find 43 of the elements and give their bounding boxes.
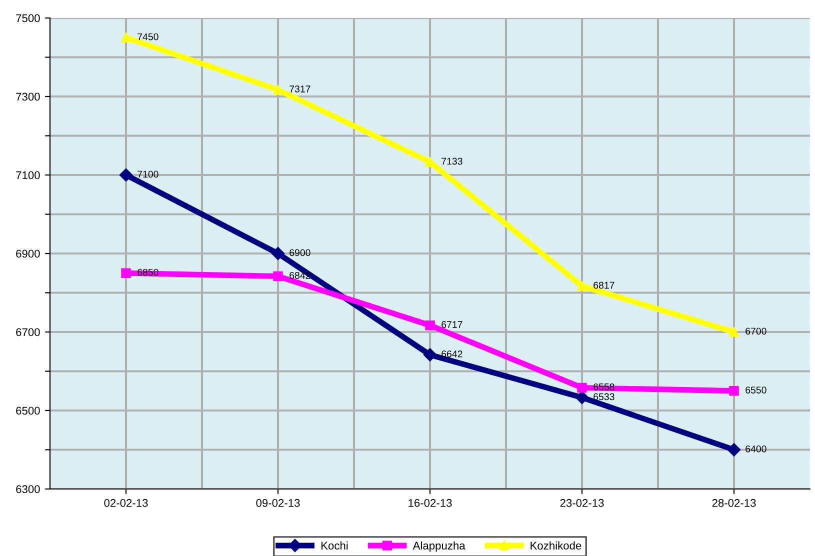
point <box>271 246 285 260</box>
data-label: 7450 <box>138 33 158 40</box>
legend-label: Kochi <box>321 541 348 550</box>
x-tick-label: 09-02-13 <box>256 499 300 507</box>
data-label: 6817 <box>594 282 614 289</box>
point <box>273 84 283 95</box>
point <box>577 281 587 291</box>
point <box>121 268 131 278</box>
y-tick-label: 6900 <box>16 250 40 258</box>
data-label: 7133 <box>442 158 462 165</box>
data-label: 6550 <box>746 386 766 394</box>
x-tick-label: 28-02-13 <box>712 499 756 507</box>
data-label: 6558 <box>594 383 614 390</box>
point <box>729 386 739 396</box>
y-tick-label: 7100 <box>16 171 40 180</box>
data-label: 6400 <box>746 445 766 452</box>
point <box>575 390 589 404</box>
data-label: 6900 <box>290 249 310 256</box>
legend-label: Kozhikode <box>530 541 582 550</box>
x-tick-label: 23-02-13 <box>560 499 604 507</box>
point <box>425 320 435 330</box>
point <box>121 32 131 42</box>
data-label: 6642 <box>442 350 462 358</box>
data-label: 6717 <box>442 321 462 328</box>
point <box>727 443 741 456</box>
y-tick-label: 6700 <box>16 328 40 336</box>
y-tick-label: 7300 <box>16 92 40 101</box>
point <box>423 348 437 362</box>
point <box>577 382 587 393</box>
x-tick-label: 02-02-13 <box>104 499 148 507</box>
data-label: 7317 <box>290 86 310 92</box>
point <box>729 327 739 337</box>
point <box>273 271 283 282</box>
data-label: 7100 <box>138 170 158 178</box>
y-tick-label: 6500 <box>16 406 40 415</box>
legend-label: Alappuzha <box>412 541 466 552</box>
point <box>119 168 133 182</box>
x-tick-label: 16-02-13 <box>408 499 452 507</box>
data-label: 6700 <box>746 328 766 335</box>
y-tick-label: 6300 <box>16 485 40 494</box>
y-tick-label: 7500 <box>16 14 40 22</box>
data-label: 6850 <box>138 268 158 276</box>
data-label: 6533 <box>594 393 614 400</box>
